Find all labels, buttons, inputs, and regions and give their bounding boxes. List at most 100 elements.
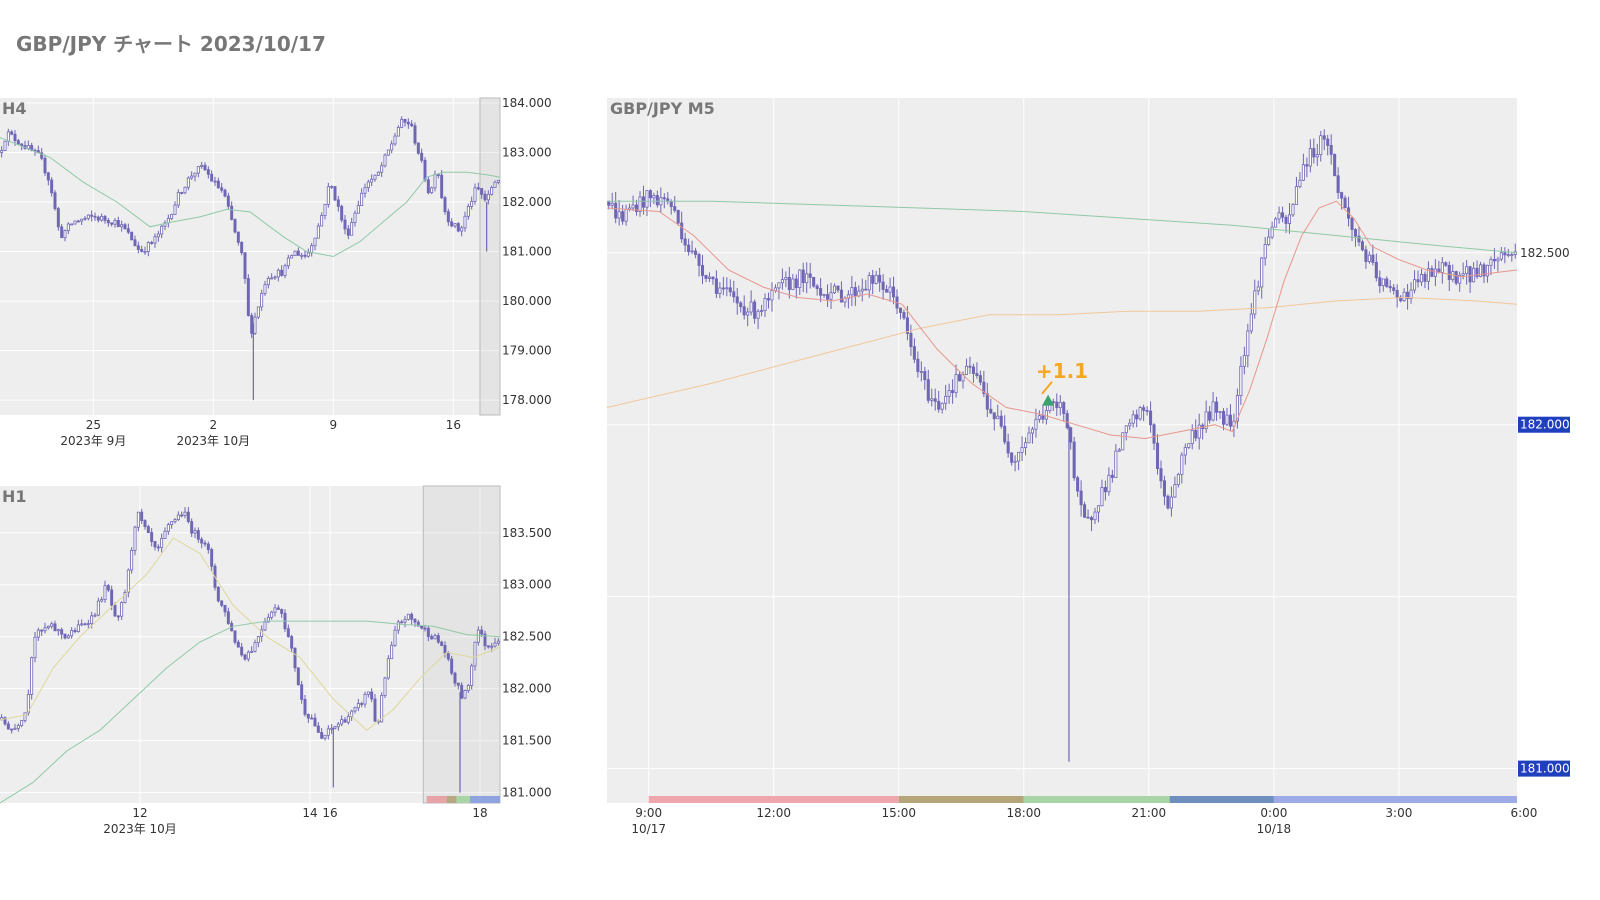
candle-body [694,250,698,255]
candle-body [193,172,197,177]
x-tick-label: 18:00 [1006,806,1041,820]
candle-body [46,172,50,181]
candle-body [1055,401,1059,409]
candle-body [406,121,410,125]
session-band [898,796,1024,803]
x-tick-label: 6:00 [1510,806,1537,820]
candle-body [380,695,384,723]
candle-body [707,276,711,279]
candle-body [266,616,270,623]
candle-body [353,212,357,223]
candle-body [1149,410,1153,426]
current-range-box [422,485,501,804]
y-tick-label: 183.500 [502,526,552,540]
candle-body [220,187,224,191]
candle-body [1277,212,1281,220]
candle-body [483,193,487,201]
x-tick-label: 16 [322,806,337,820]
candle-body [443,645,447,654]
candle-body [912,346,916,360]
candle-body [103,585,107,600]
candle-body [1256,286,1260,292]
candle-body [725,287,729,290]
candle-body [176,192,180,206]
y-tick-label: 183.000 [502,578,552,592]
candle-body [330,727,334,730]
y-tick-label: 183.000 [502,145,552,159]
candle-body [373,698,377,722]
candle-body [3,140,7,152]
candle-body [815,285,819,289]
candle-body [396,621,400,631]
candle-body [1183,447,1187,456]
candle-body [86,214,90,219]
candle-body [1076,477,1080,492]
session-band [1273,796,1517,803]
candle-body [898,307,903,313]
session-band [470,796,500,803]
candle-body [73,630,77,632]
candle-body [140,511,144,521]
candle-body [1135,414,1139,420]
candle-body [280,269,284,276]
candle-body [1444,262,1448,266]
candle-body [150,532,154,542]
candle-body [1367,254,1371,262]
candle-body [1485,264,1490,277]
candle-body [473,641,477,667]
candle-body [50,179,54,194]
x-tick-label: 15:00 [881,806,916,820]
candle-body [340,205,344,221]
candle-body [80,218,84,222]
candle-body [180,514,184,517]
candle-body [463,215,467,229]
candle-body [1433,268,1437,277]
candle-body [436,635,440,643]
candle-body [440,174,444,199]
candle-body [1249,313,1253,332]
candle-body [480,629,484,635]
session-band [426,796,447,803]
candle-body [80,623,84,626]
candle-body [386,149,390,156]
candle-body [236,641,240,648]
candle-body [350,222,354,236]
candle-body [6,723,10,730]
candle-body [975,373,979,376]
candle-body [1426,268,1430,282]
candle-body [1260,257,1264,288]
candle-body [1287,214,1292,224]
candle-body [423,627,427,630]
candle-body [260,292,264,308]
candle-body [662,197,666,200]
candle-body [746,311,750,316]
candle-body [1402,291,1406,302]
candle-body [909,332,913,348]
candle-body [323,734,327,739]
candle-body [1496,258,1500,262]
candle-body [326,728,330,736]
candle-body [992,412,996,420]
h4-candles [0,116,500,339]
candle-body [420,152,424,161]
candle-body [446,211,450,223]
candle-body [400,118,404,128]
candle-body [293,647,297,669]
candle-body [621,211,625,222]
candle-body [10,728,14,731]
candle-body [223,604,227,613]
candle-body [1374,261,1378,279]
candle-body [410,123,414,127]
candle-body [1364,249,1368,262]
candle-body [1440,262,1444,273]
candle-body [496,640,500,644]
candle-body [56,208,60,228]
candle-body [206,169,210,175]
candle-body [1312,148,1316,158]
candle-body [812,276,816,287]
candle-body [1465,266,1469,275]
candle-body [874,274,878,284]
candle-body [190,521,194,534]
candle-body [330,186,334,188]
candle-body [186,177,190,188]
